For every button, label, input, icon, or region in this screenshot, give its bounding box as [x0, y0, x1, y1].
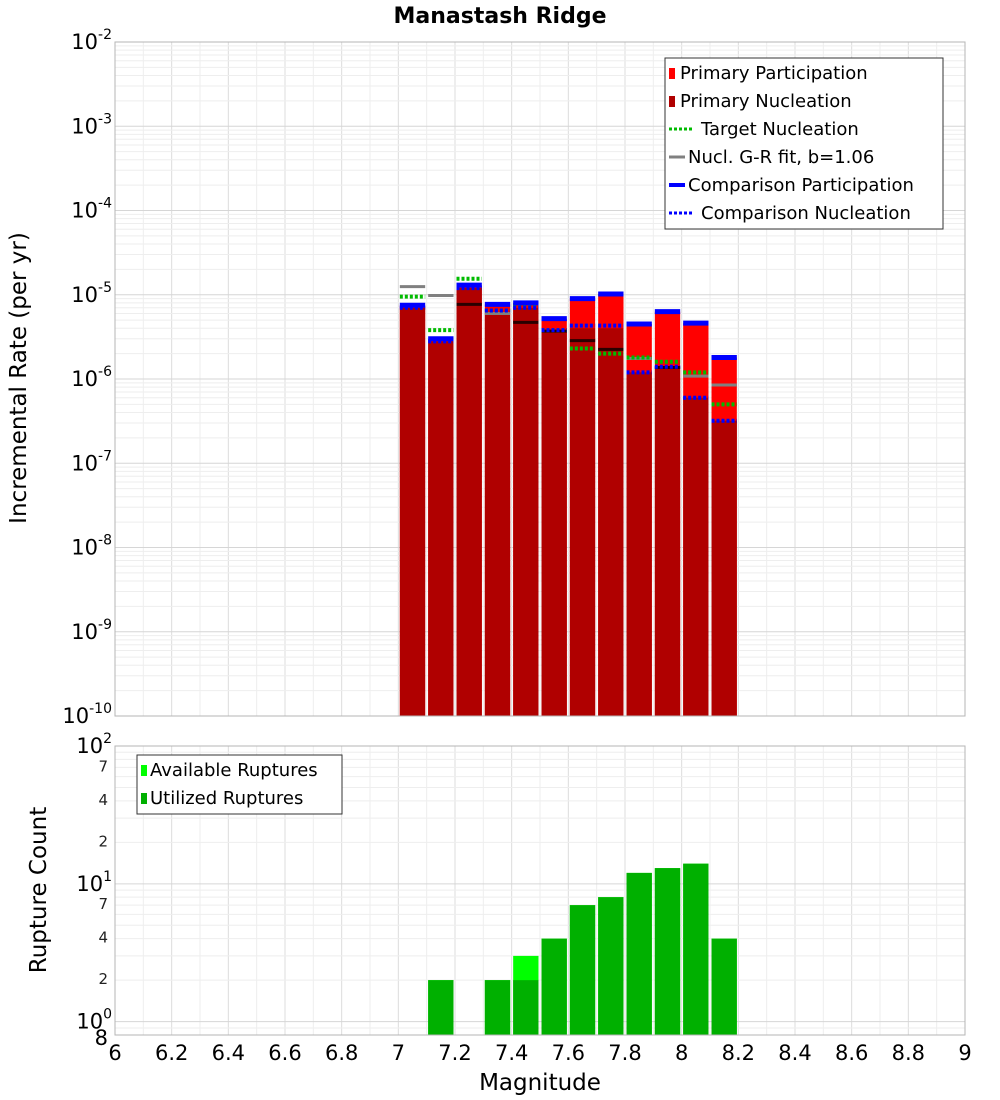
nucleation-bar [683, 397, 709, 716]
top-y-tick-label: 10-7 [71, 448, 112, 475]
legend-swatch [141, 793, 147, 804]
utilized-bar [484, 980, 511, 1035]
utilized-bar [683, 863, 709, 1035]
top-y-tick-label: 10-5 [71, 280, 112, 307]
x-tick-label: 8.6 [835, 1041, 868, 1065]
x-tick-label: 7.6 [552, 1041, 585, 1065]
x-tick-label: 8.2 [722, 1041, 755, 1065]
x-tick-label: 6 [108, 1041, 121, 1065]
bottom-y-tick-label: 101 [76, 869, 112, 896]
nucleation-bar [654, 366, 681, 716]
utilized-bar [626, 872, 652, 1035]
x-tick-label: 9 [958, 1041, 971, 1065]
legend-label: Comparison Participation [688, 175, 914, 196]
nucleation-bar [711, 420, 737, 716]
utilized-bar [428, 980, 454, 1035]
top-y-tick-label: 10-6 [71, 364, 112, 391]
x-tick-label: 7.2 [438, 1041, 471, 1065]
bottom-y-axis-title: Rupture Count [26, 807, 52, 973]
bottom-y-minor-label: 2 [98, 832, 108, 850]
chart-title: Manastash Ridge [393, 4, 606, 29]
nucleation-bar [456, 288, 482, 716]
legend-label: Primary Participation [680, 63, 868, 84]
nucleation-bar [626, 372, 652, 716]
count-panel: 100 101 102 8 2 4 7 2 4 7 6 6.2 6.4 6.6 6.8 7 7.2 7.4 7.6 7… [76, 731, 971, 1065]
bottom-y-minor-label: 7 [98, 757, 108, 775]
legend-swatch [669, 68, 675, 79]
nucleation-bar [513, 307, 539, 716]
rate-panel: 10-10 10-9 10-8 10-7 10-6 10-5 10-4 10-3 10-2 Pri… [62, 27, 966, 728]
nucleation-bar [484, 313, 511, 716]
top-y-tick-label: 10-10 [62, 701, 112, 728]
legend-label: Target Nucleation [700, 119, 859, 140]
x-tick-label: 8.8 [892, 1041, 925, 1065]
utilized-bar [654, 868, 681, 1035]
x-tick-label: 7.8 [608, 1041, 641, 1065]
legend-label: Available Ruptures [150, 760, 318, 781]
top-y-axis-title: Incremental Rate (per yr) [6, 232, 32, 524]
bottom-y-minor-label: 2 [98, 970, 108, 988]
nucleation-bar [598, 328, 624, 716]
nucleation-bar [541, 330, 567, 716]
nucleation-bar [399, 307, 426, 716]
utilized-bar [513, 980, 539, 1035]
legend-swatch [141, 765, 147, 776]
legend-label: Primary Nucleation [680, 91, 852, 112]
bottom-plot-border [114, 745, 966, 1036]
utilized-bar [541, 938, 567, 1035]
x-tick-label: 6.4 [212, 1041, 245, 1065]
legend-label: Nucl. G-R fit, b=1.06 [688, 147, 874, 168]
bottom-y-tick-label: 102 [76, 731, 112, 758]
bottom-y-tick-label: 100 [76, 1007, 112, 1034]
utilized-bar [569, 905, 596, 1035]
x-tick-label: 8.4 [778, 1041, 811, 1065]
bottom-y-minor-label: 8 [95, 1026, 108, 1050]
x-tick-label: 7 [392, 1041, 405, 1065]
top-legend-box [664, 57, 944, 230]
utilized-bar [598, 897, 624, 1035]
top-plot-border [114, 41, 966, 717]
bottom-y-minor-label: 7 [98, 895, 108, 913]
x-tick-label: 6.8 [325, 1041, 358, 1065]
top-y-tick-label: 10-8 [71, 533, 112, 560]
legend-label: Utilized Ruptures [150, 788, 303, 809]
bottom-y-minor-label: 4 [98, 791, 108, 809]
top-y-tick-label: 10-9 [71, 617, 112, 644]
x-tick-label: 8 [675, 1041, 688, 1065]
legend-label: Comparison Nucleation [701, 203, 911, 224]
bottom-y-minor-label: 4 [98, 929, 108, 947]
bottom-legend-box [136, 754, 343, 815]
legend-swatch [669, 96, 675, 107]
nucleation-bar [569, 328, 596, 716]
top-y-tick-label: 10-3 [71, 111, 112, 138]
x-tick-label: 6.6 [268, 1041, 301, 1065]
x-axis-title: Magnitude [479, 1070, 601, 1096]
x-tick-label: 6.2 [155, 1041, 188, 1065]
top-y-tick-label: 10-4 [71, 196, 112, 223]
utilized-bar [711, 938, 737, 1035]
top-y-tick-label: 10-2 [71, 27, 112, 54]
x-tick-label: 7.4 [495, 1041, 528, 1065]
nucleation-bar [428, 341, 454, 716]
